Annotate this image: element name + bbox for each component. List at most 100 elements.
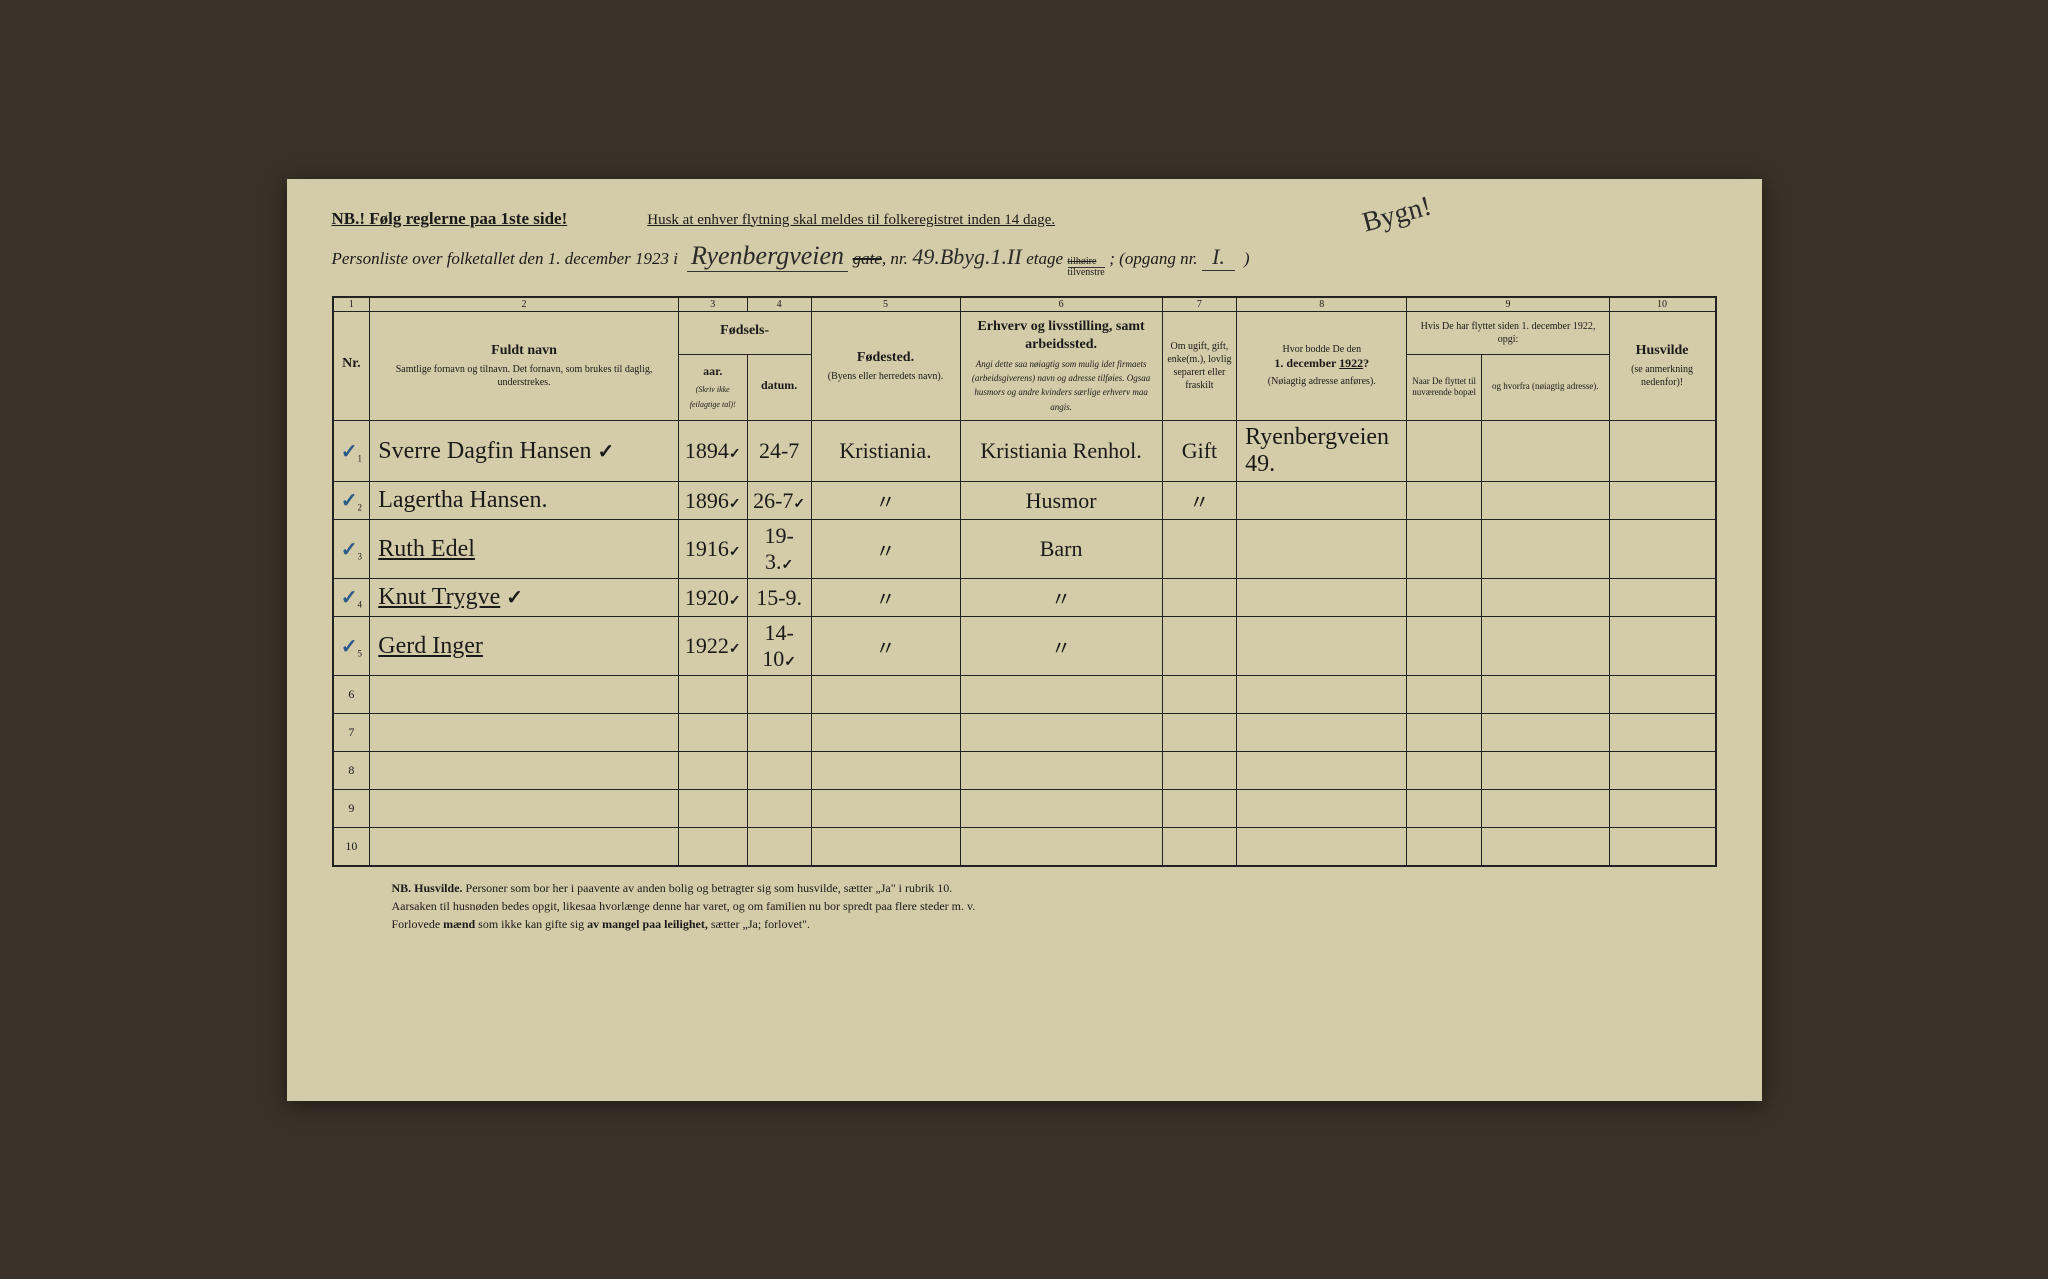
cell-year: 1916✓ bbox=[678, 520, 747, 579]
handwritten-annotation: Bygn! bbox=[1359, 190, 1435, 239]
census-form-page: Bygn! NB.! Følg reglerne paa 1ste side! … bbox=[287, 179, 1762, 1101]
cell-empty bbox=[1237, 752, 1407, 790]
cell-husvilde bbox=[1609, 520, 1715, 579]
header-line-1: NB.! Følg reglerne paa 1ste side! Husk a… bbox=[332, 209, 1717, 229]
cell-empty bbox=[1237, 676, 1407, 714]
cell-empty bbox=[960, 790, 1162, 828]
colnum-4: 4 bbox=[747, 297, 811, 312]
cell-empty bbox=[1481, 790, 1609, 828]
cell-name: Knut Trygve ✓ bbox=[370, 579, 679, 617]
cell-husvilde bbox=[1609, 421, 1715, 482]
cell-birthplace: Kristiania. bbox=[811, 421, 960, 482]
cell-address1922 bbox=[1237, 520, 1407, 579]
colnum-2: 2 bbox=[370, 297, 679, 312]
cell-year: 1896✓ bbox=[678, 482, 747, 520]
table-row-empty: 9 bbox=[333, 790, 1716, 828]
cell-empty bbox=[1407, 752, 1481, 790]
footer-line3e: sætter „Ja; forlovet". bbox=[708, 917, 810, 931]
cell-status bbox=[1162, 520, 1236, 579]
cell-moved-when bbox=[1407, 421, 1481, 482]
cell-date: 19-3.✓ bbox=[747, 520, 811, 579]
husk-reminder-text: Husk at enhver flytning skal meldes til … bbox=[647, 212, 1055, 229]
header-birthplace: Fødested. (Byens eller herredets navn). bbox=[811, 311, 960, 421]
row-nr: 10 bbox=[333, 828, 370, 866]
opgang-label: ; (opgang nr. bbox=[1109, 249, 1197, 269]
cell-empty bbox=[747, 752, 811, 790]
header-husvilde: Husvilde (se anmerkning nedenfor)! bbox=[1609, 311, 1715, 421]
cell-empty bbox=[370, 790, 679, 828]
cell-empty bbox=[747, 714, 811, 752]
header-moved: Hvis De har flyttet siden 1. december 19… bbox=[1407, 311, 1609, 354]
row-nr: ✓3 bbox=[333, 520, 370, 579]
header-occupation: Erhverv og livsstilling, samt arbeidsste… bbox=[960, 311, 1162, 421]
cell-empty bbox=[811, 714, 960, 752]
cell-empty bbox=[678, 676, 747, 714]
opgang-nr: I. bbox=[1202, 244, 1235, 271]
header-moved-when: Naar De flyttet til nuværende bopæl bbox=[1407, 354, 1481, 420]
cell-empty bbox=[678, 714, 747, 752]
house-nr-field: 49.B bbox=[912, 244, 953, 270]
cell-empty bbox=[1237, 828, 1407, 866]
cell-date: 15-9. bbox=[747, 579, 811, 617]
colnum-6: 6 bbox=[960, 297, 1162, 312]
cell-empty bbox=[1481, 676, 1609, 714]
footer-line1: Personer som bor her i paavente av anden… bbox=[466, 881, 953, 895]
cell-empty bbox=[811, 790, 960, 828]
header-birth: Fødsels- bbox=[678, 311, 811, 354]
cell-date: 24-7 bbox=[747, 421, 811, 482]
header-date: datum. bbox=[747, 354, 811, 420]
cell-address1922 bbox=[1237, 617, 1407, 676]
byg-label: byg. bbox=[953, 244, 990, 270]
cell-empty bbox=[1481, 714, 1609, 752]
cell-moved-when bbox=[1407, 520, 1481, 579]
nr-label: , nr. bbox=[882, 249, 908, 269]
row-nr: 7 bbox=[333, 714, 370, 752]
cell-moved-when bbox=[1407, 482, 1481, 520]
table-row-empty: 7 bbox=[333, 714, 1716, 752]
cell-moved-when bbox=[1407, 617, 1481, 676]
table-row: ✓5 Gerd Inger 1922✓ 14-10✓ 〃 〃 bbox=[333, 617, 1716, 676]
cell-moved-from bbox=[1481, 520, 1609, 579]
header-status: Om ugift, gift, enke(m.), lovlig separer… bbox=[1162, 311, 1236, 421]
personliste-label: Personliste over folketallet den 1. dece… bbox=[332, 249, 679, 269]
cell-empty bbox=[1609, 790, 1715, 828]
row-nr: ✓5 bbox=[333, 617, 370, 676]
cell-empty bbox=[960, 828, 1162, 866]
table-row: ✓2 Lagertha Hansen. 1896✓ 26-7✓ 〃 Husmor… bbox=[333, 482, 1716, 520]
table-row-empty: 10 bbox=[333, 828, 1716, 866]
cell-occupation: 〃 bbox=[960, 579, 1162, 617]
cell-empty bbox=[1609, 714, 1715, 752]
cell-status: 〃 bbox=[1162, 482, 1236, 520]
cell-empty bbox=[1609, 828, 1715, 866]
cell-empty bbox=[370, 714, 679, 752]
cell-date: 26-7✓ bbox=[747, 482, 811, 520]
footer-line2: Aarsaken til husnøden bedes opgit, likes… bbox=[392, 899, 976, 913]
etage-label: etage bbox=[1026, 249, 1063, 269]
cell-year: 1894✓ bbox=[678, 421, 747, 482]
cell-empty bbox=[1162, 790, 1236, 828]
cell-empty bbox=[1481, 828, 1609, 866]
cell-status bbox=[1162, 579, 1236, 617]
cell-empty bbox=[1162, 676, 1236, 714]
row-nr: 6 bbox=[333, 676, 370, 714]
cell-empty bbox=[1407, 714, 1481, 752]
cell-empty bbox=[811, 676, 960, 714]
cell-status bbox=[1162, 617, 1236, 676]
cell-husvilde bbox=[1609, 579, 1715, 617]
row-nr: 9 bbox=[333, 790, 370, 828]
cell-occupation: 〃 bbox=[960, 617, 1162, 676]
footer-note: NB. Husvilde. Personer som bor her i paa… bbox=[332, 879, 1717, 933]
cell-empty bbox=[678, 752, 747, 790]
gate-struck: gate bbox=[853, 249, 882, 269]
header-nr: Nr. bbox=[333, 311, 370, 421]
nb-rules-text: NB.! Følg reglerne paa 1ste side! bbox=[332, 209, 568, 229]
row-nr: ✓2 bbox=[333, 482, 370, 520]
header-name: Fuldt navn Samtlige fornavn og tilnavn. … bbox=[370, 311, 679, 421]
colnum-9: 9 bbox=[1407, 297, 1609, 312]
cell-empty bbox=[1407, 828, 1481, 866]
cell-empty bbox=[1481, 752, 1609, 790]
table-row: ✓3 Ruth Edel 1916✓ 19-3.✓ 〃 Barn bbox=[333, 520, 1716, 579]
header-row-1: Nr. Fuldt navn Samtlige fornavn og tilna… bbox=[333, 311, 1716, 354]
cell-occupation: Barn bbox=[960, 520, 1162, 579]
cell-year: 1922✓ bbox=[678, 617, 747, 676]
